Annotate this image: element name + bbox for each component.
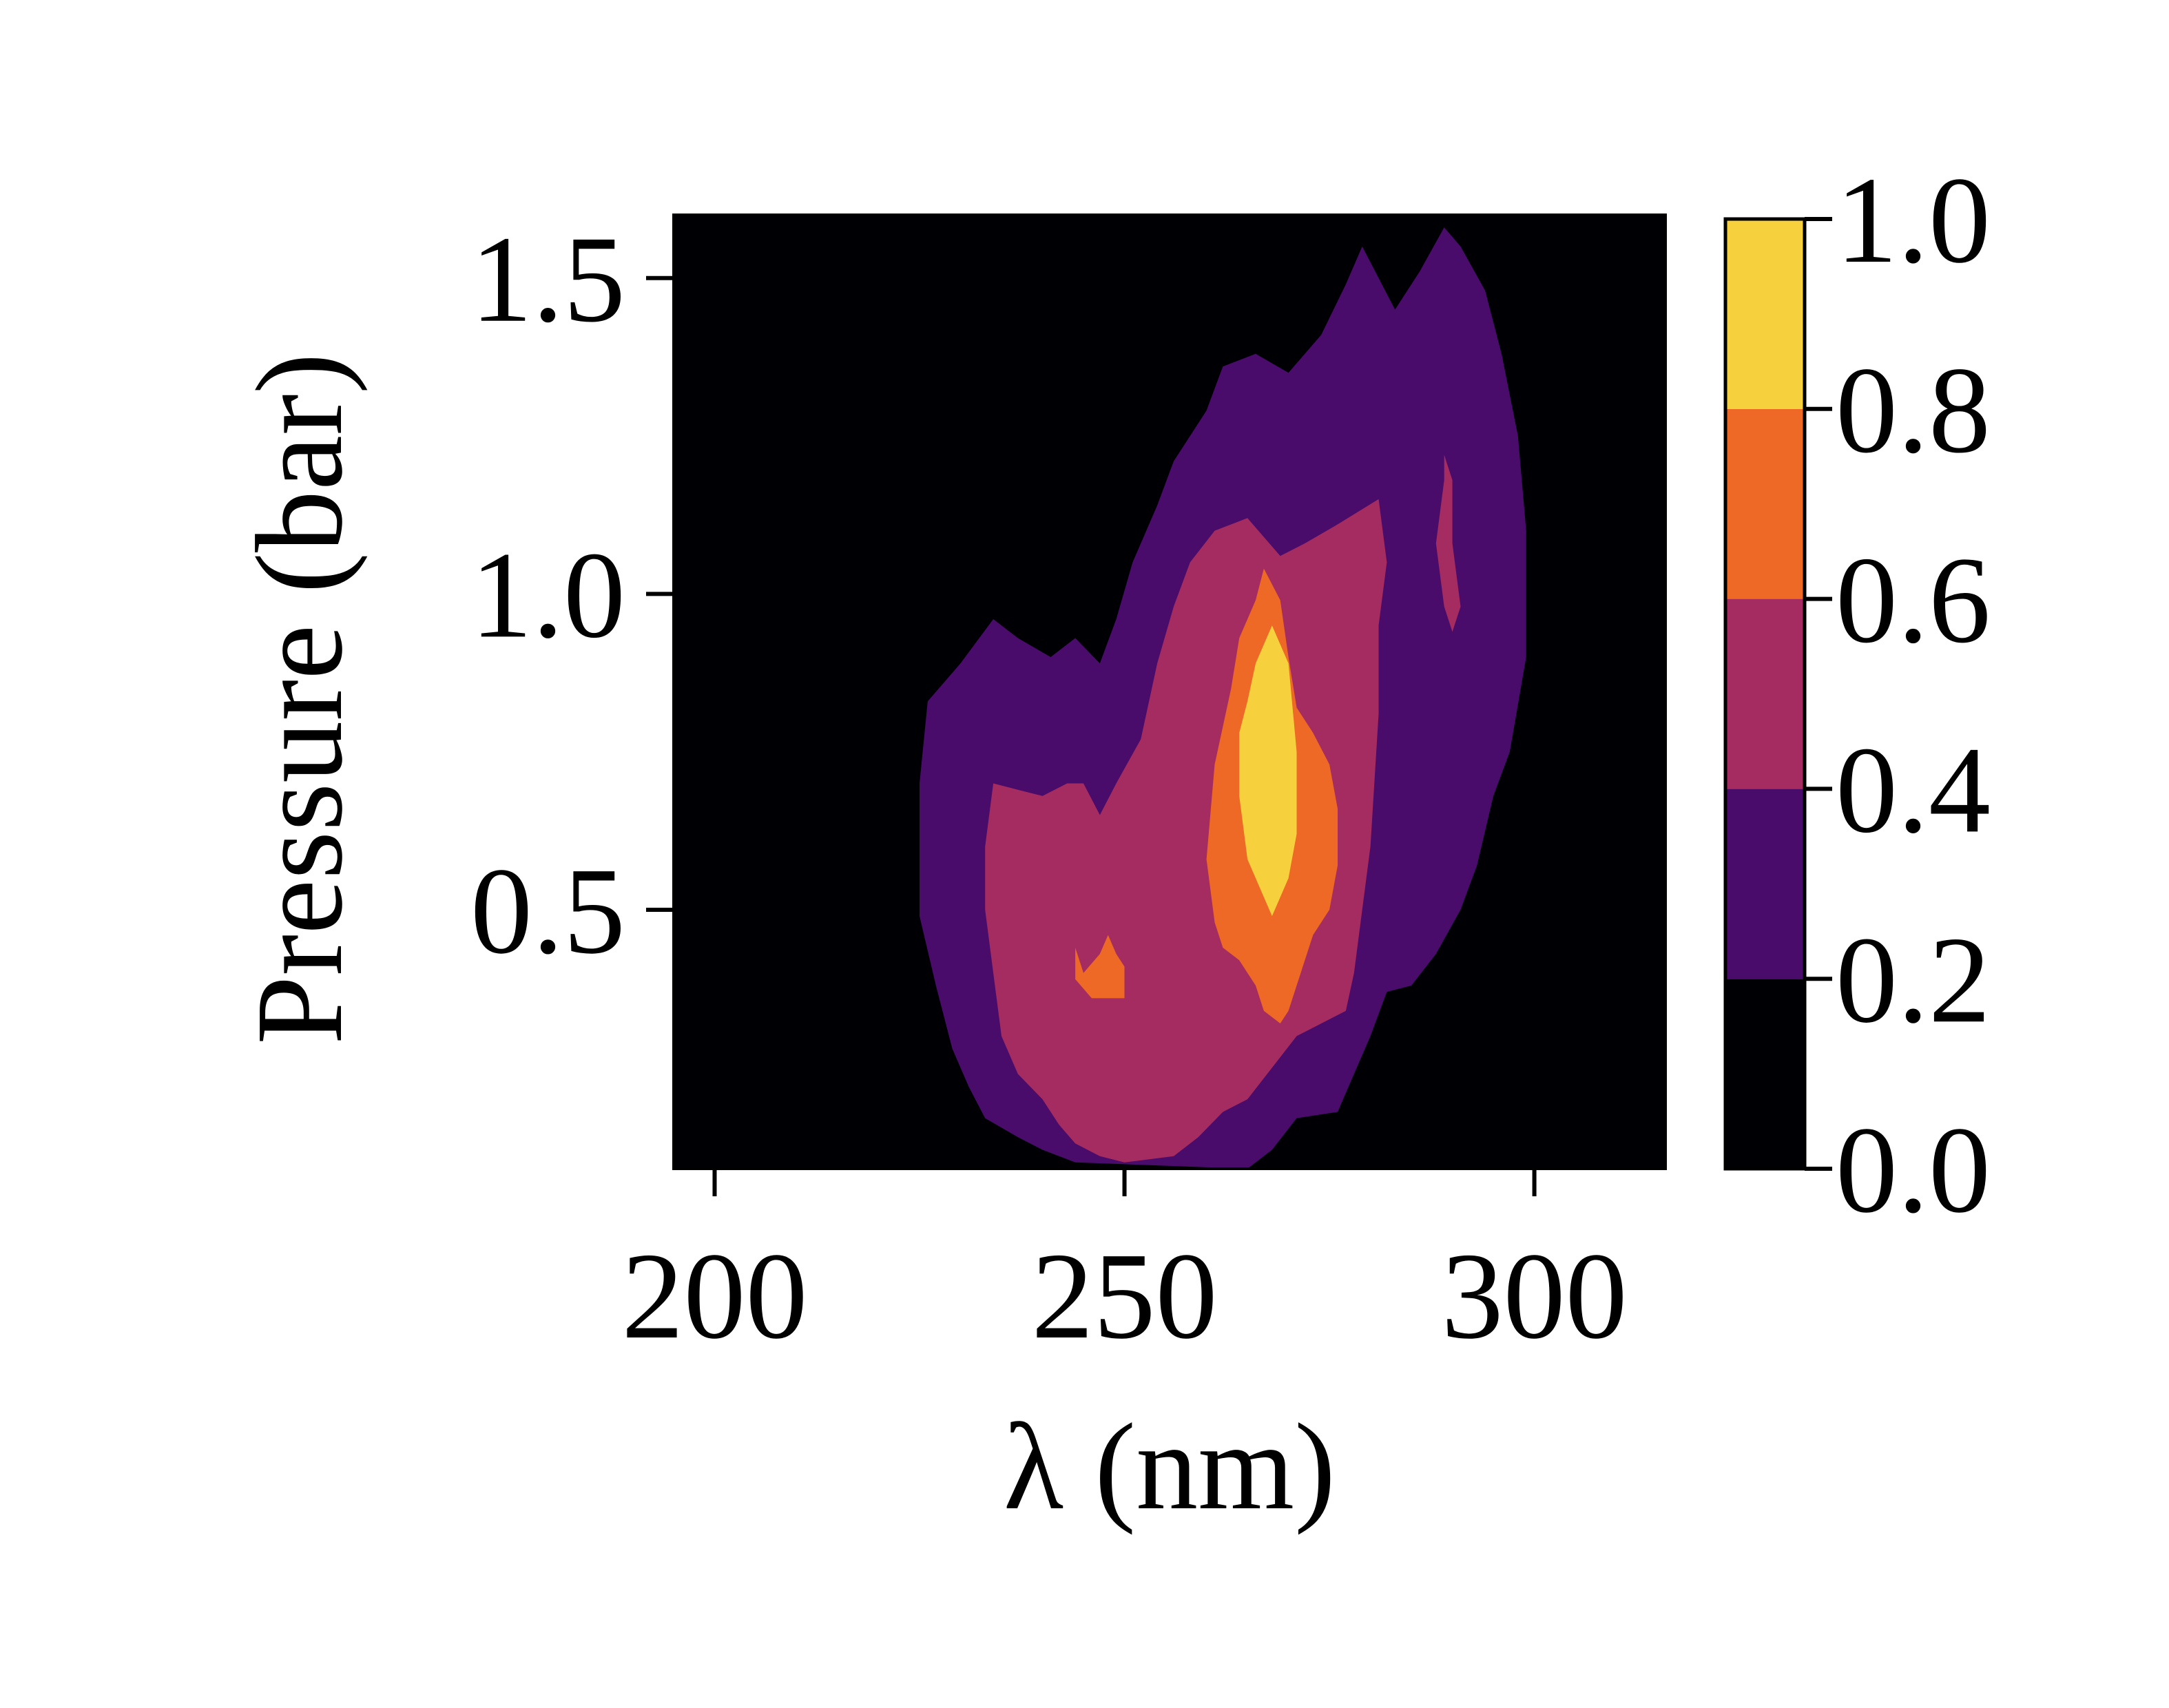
colorbar-tick-label: 0.6 [1836,532,1991,669]
colorbar-band [1725,408,1805,599]
y-tick-label: 1.0 [470,526,625,663]
y-axis-label: Pressure (bar) [231,353,368,1045]
y-tick-label: 1.5 [470,211,625,348]
colorbar-bands [1725,219,1805,1169]
x-tick-label: 300 [1442,1227,1628,1364]
colorbar-frame [1723,217,1807,1171]
colorbar-ticks: 0.0 0.2 0.4 0.6 0.8 1.0 [1805,152,1991,1238]
contour-regions [920,227,1526,1169]
x-axis: 200 250 300 [622,1169,1628,1364]
colorbar-tick-label: 1.0 [1836,152,1991,289]
plot-area [672,214,1667,1170]
contour-region-0.4-0.6-2 [1435,455,1461,632]
colorbar-band [1725,598,1805,789]
colorbar-tick-label: 0.0 [1836,1101,1991,1238]
x-tick-label: 250 [1032,1227,1218,1364]
colorbar-tick-label: 0.8 [1836,342,1991,479]
y-tick-label: 0.5 [470,842,625,979]
colorbar-tick-label: 0.2 [1836,911,1991,1048]
contour-region-0.8-1-5 [1239,625,1297,917]
plot-frame [672,214,1667,1170]
colorbar-band [1725,979,1805,1169]
x-axis-label: λ (nm) [1004,1398,1336,1535]
colorbar: 0.0 0.2 0.4 0.6 0.8 1.0 [1723,152,1991,1238]
y-axis: 0.5 1.0 1.5 [470,211,674,979]
x-tick-label: 200 [622,1227,808,1364]
colorbar-band [1725,789,1805,979]
colorbar-band [1725,219,1805,409]
contour-region-0.6-0.8-4 [1075,935,1125,999]
colorbar-tick-label: 0.4 [1836,721,1991,858]
